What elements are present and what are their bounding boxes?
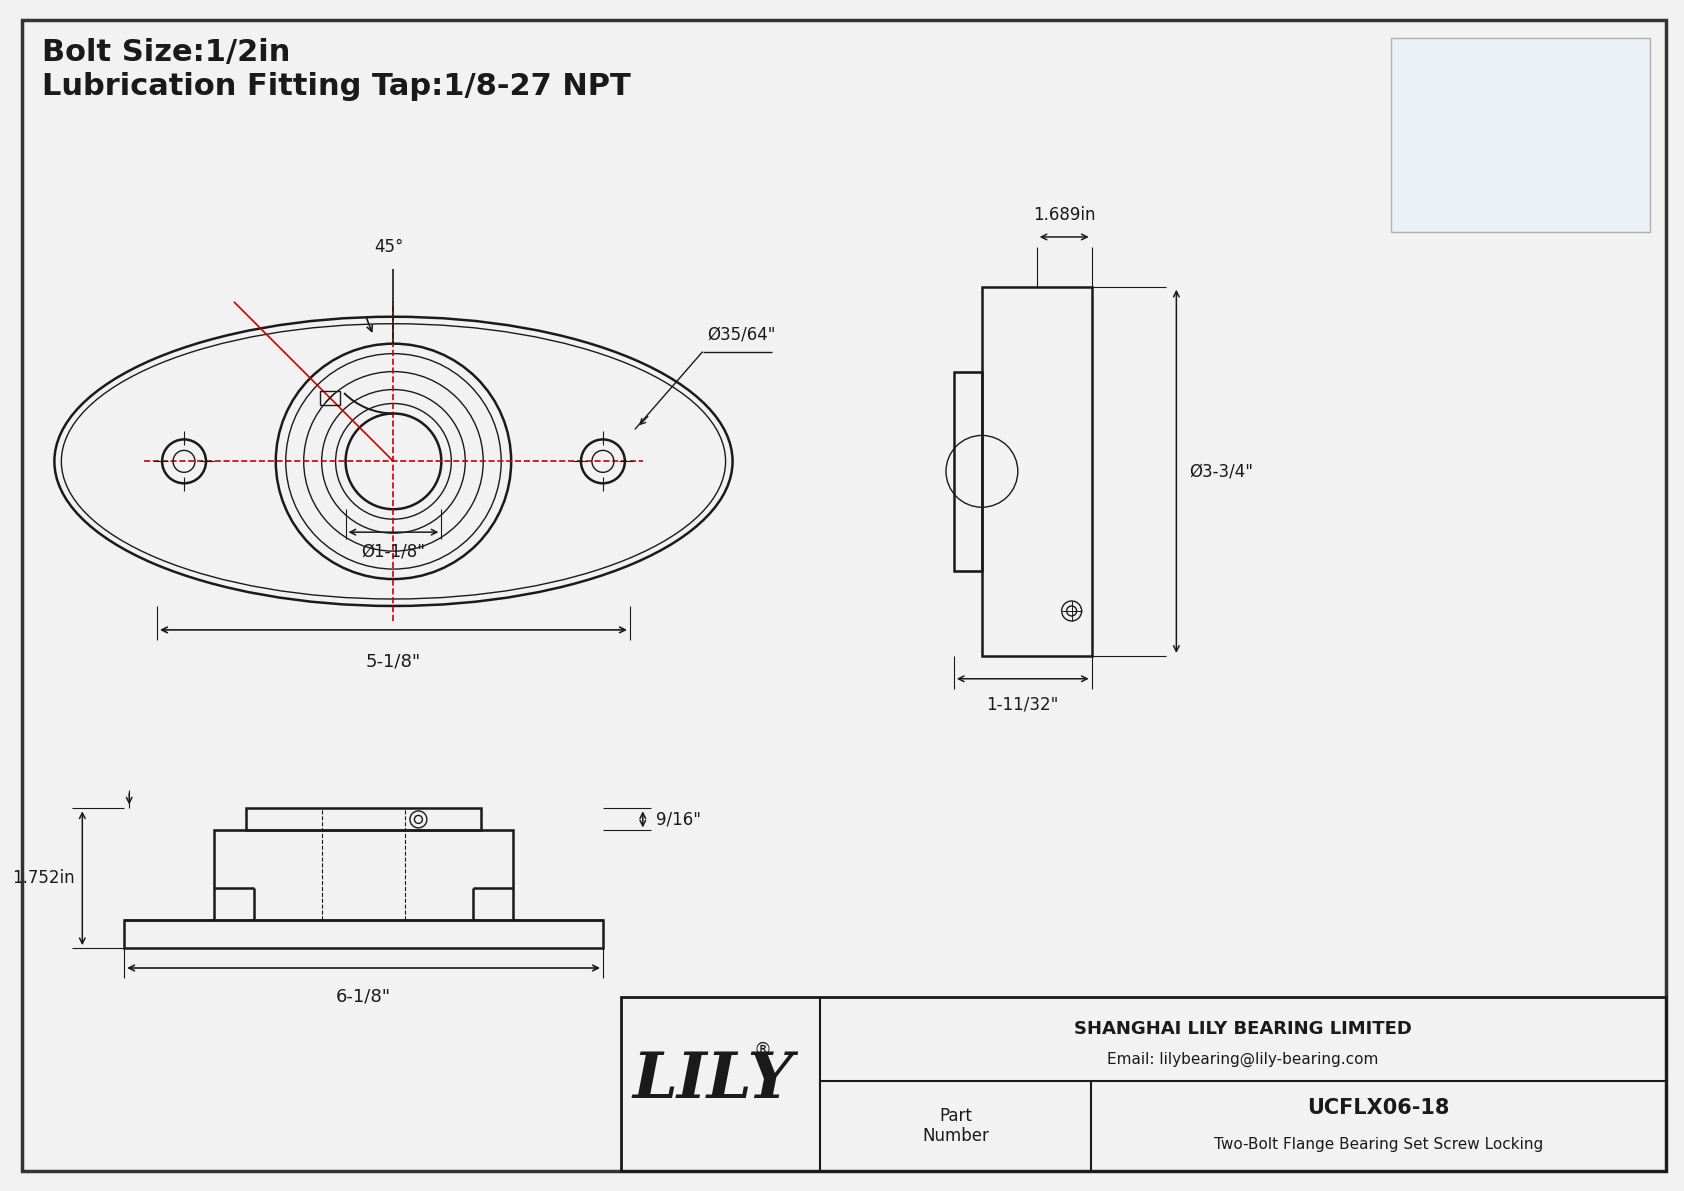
Bar — [621, 997, 1665, 1172]
Text: Email: lilybearing@lily-bearing.com: Email: lilybearing@lily-bearing.com — [1108, 1052, 1379, 1067]
Text: 1.689in: 1.689in — [1032, 206, 1095, 224]
Text: 5-1/8": 5-1/8" — [365, 653, 421, 671]
Bar — [125, 921, 603, 948]
Text: Lubrication Fitting Tap:1/8-27 NPT: Lubrication Fitting Tap:1/8-27 NPT — [42, 73, 632, 101]
Bar — [1391, 37, 1650, 232]
Text: Ø3-3/4": Ø3-3/4" — [1189, 462, 1253, 480]
Text: 1.752in: 1.752in — [12, 869, 74, 887]
Text: Ø1-1/8": Ø1-1/8" — [362, 542, 426, 560]
Text: 1-11/32": 1-11/32" — [987, 696, 1059, 713]
Text: Part
Number: Part Number — [923, 1106, 989, 1146]
Bar — [246, 809, 482, 830]
Text: Bolt Size:1/2in: Bolt Size:1/2in — [42, 37, 291, 67]
Text: UCFLX06-18: UCFLX06-18 — [1307, 1098, 1450, 1118]
Text: 45°: 45° — [374, 238, 402, 256]
Text: LILY: LILY — [632, 1050, 793, 1111]
Bar — [953, 372, 982, 570]
Bar — [320, 391, 340, 405]
Text: 9/16": 9/16" — [655, 810, 701, 829]
Text: Two-Bolt Flange Bearing Set Screw Locking: Two-Bolt Flange Bearing Set Screw Lockin… — [1214, 1136, 1543, 1152]
Text: SHANGHAI LILY BEARING LIMITED: SHANGHAI LILY BEARING LIMITED — [1074, 1019, 1413, 1037]
Text: Ø35/64": Ø35/64" — [707, 325, 776, 344]
Text: ®: ® — [753, 1040, 771, 1059]
Text: 6-1/8": 6-1/8" — [337, 989, 391, 1006]
Bar — [214, 830, 514, 921]
Bar — [982, 287, 1091, 656]
